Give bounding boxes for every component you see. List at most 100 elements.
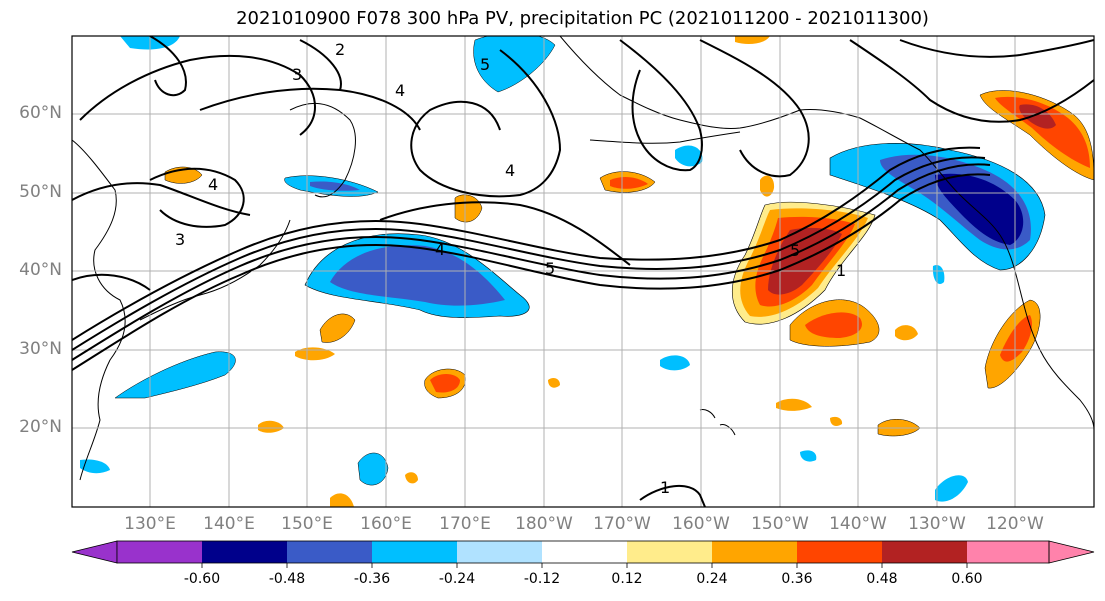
contour-label: 5 xyxy=(545,259,555,278)
lon-label: 150°E xyxy=(281,514,333,534)
contour-label: 4 xyxy=(505,161,515,180)
positive-anomaly-region xyxy=(760,175,775,197)
lon-label: 160°W xyxy=(672,514,730,534)
positive-anomaly-region xyxy=(319,313,356,343)
lon-label: 150°W xyxy=(751,514,809,534)
pv-contour-jet-3 xyxy=(72,156,986,351)
colorbar xyxy=(71,540,1095,568)
pv-contour-south xyxy=(639,484,706,507)
positive-anomaly-region xyxy=(430,374,460,393)
pv-contour-ridge xyxy=(619,39,703,172)
lon-label: 170°W xyxy=(593,514,651,534)
colorbar-tick-label: 0.60 xyxy=(951,571,983,587)
negative-anomaly-region xyxy=(80,459,110,474)
contour-label: 5 xyxy=(790,241,800,260)
pv-contour-ridge-2 xyxy=(699,39,810,178)
lon-label: 140°E xyxy=(203,514,255,534)
colorbar-segment xyxy=(627,541,712,563)
pv-contour-jet-1 xyxy=(72,173,991,371)
negative-anomaly-region xyxy=(800,450,817,462)
positive-anomaly-region xyxy=(830,416,843,426)
colorbar-tick-label: -0.36 xyxy=(353,571,391,587)
contour-label: 5 xyxy=(480,55,490,74)
colorbar-segment xyxy=(712,541,797,563)
positive-anomaly-region xyxy=(805,312,862,338)
colorbar-segment xyxy=(202,541,287,563)
pv-contour-top xyxy=(149,36,187,97)
colorbar-tick-label: 0.36 xyxy=(781,571,813,587)
contour-label: 4 xyxy=(395,81,405,100)
coastline-east-asia xyxy=(72,139,126,481)
lat-label: 40°N xyxy=(19,260,62,280)
negative-anomaly-region xyxy=(935,475,968,502)
contour-label: 1 xyxy=(660,478,670,497)
contour-label: 3 xyxy=(175,230,185,249)
pv-contour-sw xyxy=(72,273,151,291)
negative-anomaly-region xyxy=(114,351,236,399)
colorbar-segment xyxy=(372,541,457,563)
positive-anomaly-region xyxy=(258,420,284,433)
contour-label-group: 3 4 4 4 3 4 5 5 1 1 5 2 xyxy=(175,40,846,497)
colorbar-segment xyxy=(117,541,202,563)
colorbar-tick-label: 0.24 xyxy=(696,571,728,587)
contour-label: 3 xyxy=(292,65,302,84)
negative-anomaly-region xyxy=(932,264,945,285)
positive-anomaly-core xyxy=(768,227,842,295)
pv-contours xyxy=(72,36,1094,507)
negative-anomaly-region xyxy=(357,452,389,486)
lon-label: 130°E xyxy=(124,514,176,534)
lon-label: 170°E xyxy=(439,514,491,534)
negative-anomaly-region xyxy=(473,36,556,93)
positive-anomaly-region xyxy=(895,325,918,341)
lon-label: 140°W xyxy=(829,514,887,534)
colorbar-tick-label: -0.24 xyxy=(438,571,476,587)
negative-anomaly-region xyxy=(660,355,690,371)
colorbar-segment xyxy=(967,541,1049,563)
pv-contour-nw-2 xyxy=(149,167,245,228)
lat-label: 20°N xyxy=(19,417,62,437)
colorbar-extend-min xyxy=(71,540,118,564)
negative-anomaly-core xyxy=(330,245,505,306)
pv-contour-nw xyxy=(79,54,316,136)
map-title: 2021010900 F078 300 hPa PV, precipitatio… xyxy=(236,8,929,29)
lon-label: 160°E xyxy=(360,514,412,534)
pv-contour-ne-2 xyxy=(899,39,1094,58)
positive-anomaly-region xyxy=(405,472,418,484)
contour-label: 4 xyxy=(435,240,445,259)
pv-contour-5 xyxy=(379,201,631,266)
colorbar-tick-label: 0.48 xyxy=(866,571,898,587)
positive-anomaly-region xyxy=(735,36,770,44)
lat-label: 50°N xyxy=(19,182,62,202)
colorbar-tick-label: -0.60 xyxy=(183,571,221,587)
pv-contour-nw-3 xyxy=(72,182,251,216)
negative-anomaly-region xyxy=(675,145,703,167)
colorbar-tick-label: 0.12 xyxy=(611,571,643,587)
positive-anomaly-region xyxy=(995,96,1090,168)
map-frame xyxy=(71,35,1095,508)
pv-contour-top-2 xyxy=(299,39,342,91)
positive-anomaly-region xyxy=(295,347,335,361)
positive-anomaly-region xyxy=(610,177,648,189)
colorbar-tick-label: -0.12 xyxy=(523,571,561,587)
contour-label: 4 xyxy=(208,175,218,194)
pv-contour-jet-2 xyxy=(72,163,991,361)
pv-contour-kam xyxy=(199,87,421,131)
coastline-kamchatka xyxy=(289,102,356,198)
positive-anomaly-region xyxy=(776,398,812,411)
positive-anomaly-region xyxy=(330,493,354,507)
contour-label: 1 xyxy=(836,261,846,280)
negative-anomaly-region xyxy=(310,181,360,191)
colorbar-segment xyxy=(882,541,967,563)
colorbar-extend-max xyxy=(1048,540,1095,564)
lon-label: 130°W xyxy=(908,514,966,534)
pv-contour-trough xyxy=(410,49,562,198)
positive-anomaly-core xyxy=(1019,104,1056,129)
colorbar-segment xyxy=(457,541,542,563)
coastline-aleutians xyxy=(589,131,741,144)
lon-label: 180°W xyxy=(515,514,573,534)
colorbar-segment xyxy=(797,541,882,563)
colorbar-tick-label: -0.48 xyxy=(268,571,306,587)
pv-contour-ne xyxy=(849,39,1094,123)
colorbar-segment xyxy=(542,541,627,563)
lat-label: 30°N xyxy=(19,339,62,359)
